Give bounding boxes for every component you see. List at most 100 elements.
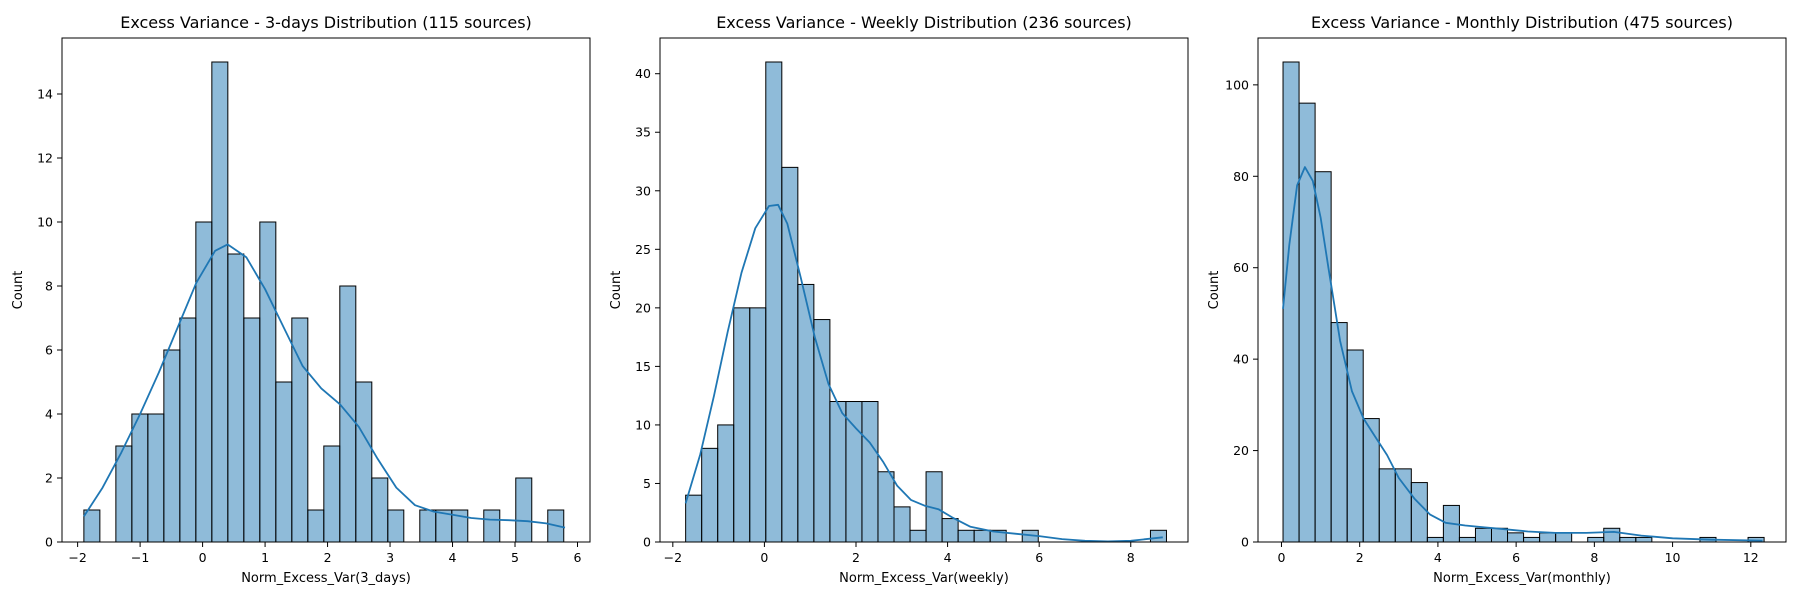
histogram-bar bbox=[877, 471, 895, 543]
histogram-bar bbox=[355, 381, 373, 543]
histogram-bar bbox=[781, 166, 799, 543]
histogram-bar bbox=[275, 381, 293, 543]
histogram-bar bbox=[749, 307, 767, 543]
histogram-bar bbox=[1149, 529, 1167, 543]
histogram-bar bbox=[941, 518, 959, 543]
x-tick-label: 4 bbox=[1434, 550, 1442, 565]
y-tick-label: 40 bbox=[1233, 352, 1249, 367]
y-tick-label: 10 bbox=[635, 417, 651, 432]
x-tick-label: 2 bbox=[852, 550, 860, 565]
x-tick-label: 8 bbox=[1127, 550, 1135, 565]
y-axis-label: Count bbox=[11, 271, 26, 310]
histogram-bar bbox=[83, 509, 101, 543]
histogram-bar bbox=[387, 509, 405, 543]
y-tick-label: 0 bbox=[1241, 535, 1249, 550]
y-axis-label: Count bbox=[1207, 271, 1222, 310]
histogram-bar bbox=[973, 529, 991, 543]
histogram-bar bbox=[1426, 536, 1444, 543]
histogram-bar bbox=[1603, 527, 1621, 543]
x-tick-label: 6 bbox=[574, 550, 582, 565]
x-tick-label: −2 bbox=[664, 550, 682, 565]
y-tick-label: 30 bbox=[635, 183, 651, 198]
x-tick-label: 6 bbox=[1035, 550, 1043, 565]
histogram-bar bbox=[291, 317, 309, 543]
histogram-bar bbox=[371, 477, 389, 543]
histogram-bar bbox=[1474, 527, 1492, 543]
chart-3: 0 2 4 6 8 10 12 0 20 40 60 80 100 Excess Variance - M… bbox=[1207, 13, 1787, 586]
x-tick-label: 5 bbox=[511, 550, 519, 565]
histogram-bar bbox=[1394, 468, 1412, 543]
histogram-bar bbox=[1635, 536, 1653, 543]
histogram-bar bbox=[323, 445, 341, 543]
histogram-bar bbox=[1539, 532, 1557, 543]
x-tick-label: 0 bbox=[199, 550, 207, 565]
kde-line bbox=[1282, 166, 1763, 542]
histogram-bar bbox=[1314, 171, 1332, 543]
y-tick-label: 80 bbox=[1233, 169, 1249, 184]
histogram-bar bbox=[1410, 482, 1428, 543]
histogram-bar bbox=[909, 529, 927, 543]
y-tick-label: 5 bbox=[643, 476, 651, 491]
histogram-bar bbox=[1507, 532, 1525, 543]
histogram-bar bbox=[131, 413, 149, 543]
y-tick-label: 60 bbox=[1233, 260, 1249, 275]
x-tick-label: 6 bbox=[1512, 550, 1520, 565]
plot-frame bbox=[61, 37, 591, 543]
histogram-bar bbox=[1458, 536, 1476, 543]
plot-frame bbox=[659, 37, 1189, 543]
histogram-bar bbox=[147, 413, 165, 543]
y-tick-label: 14 bbox=[37, 87, 53, 102]
histogram-bar bbox=[701, 447, 719, 543]
histogram-bar bbox=[1587, 536, 1605, 543]
x-axis-label: Norm_Excess_Var(monthly) bbox=[1433, 571, 1611, 586]
histogram-bar bbox=[1362, 418, 1380, 543]
x-tick-label: 4 bbox=[449, 550, 457, 565]
y-tick-label: 0 bbox=[45, 535, 53, 550]
x-tick-label: 0 bbox=[760, 550, 768, 565]
histogram-bar bbox=[829, 401, 847, 543]
y-tick-label: 40 bbox=[635, 66, 651, 81]
x-tick-label: 4 bbox=[944, 550, 952, 565]
histogram-bar bbox=[1523, 536, 1541, 543]
y-tick-label: 10 bbox=[37, 215, 53, 230]
y-tick-label: 12 bbox=[37, 151, 53, 166]
y-tick-label: 8 bbox=[45, 279, 53, 294]
chart-title: Excess Variance - Weekly Distribution (2… bbox=[716, 13, 1132, 32]
y-tick-label: 6 bbox=[45, 343, 53, 358]
y-tick-label: 4 bbox=[45, 407, 53, 422]
x-tick-label: 2 bbox=[1356, 550, 1364, 565]
histogram-bar bbox=[893, 506, 911, 543]
x-axis-label: Norm_Excess_Var(weekly) bbox=[839, 571, 1009, 586]
histogram-bar bbox=[115, 445, 133, 543]
histogram-bar bbox=[685, 494, 703, 543]
histogram-bar bbox=[813, 319, 831, 543]
histogram-bar bbox=[211, 61, 229, 543]
x-tick-label: 8 bbox=[1590, 550, 1598, 565]
histogram-bar bbox=[1490, 527, 1509, 543]
histogram-bar bbox=[243, 317, 261, 543]
histogram-bar bbox=[765, 61, 783, 543]
histogram-bar bbox=[1619, 536, 1637, 543]
x-tick-label: 1 bbox=[261, 550, 269, 565]
kde-line bbox=[83, 243, 566, 529]
y-tick-label: 20 bbox=[1233, 443, 1249, 458]
chart-2: −2 0 2 4 6 8 0 5 10 15 20 25 30 35 40 Excess Variance -… bbox=[609, 13, 1189, 586]
y-tick-label: 35 bbox=[635, 125, 651, 140]
chart-title: Excess Variance - Monthly Distribution (… bbox=[1311, 13, 1733, 32]
histogram-bar bbox=[957, 529, 975, 543]
histogram-bar bbox=[1330, 322, 1348, 543]
chart-title: Excess Variance - 3-days Distribution (1… bbox=[120, 13, 532, 32]
y-tick-label: 25 bbox=[635, 242, 651, 257]
kde-line bbox=[684, 203, 1163, 543]
histogram-bar bbox=[515, 477, 533, 543]
histogram-bar bbox=[861, 401, 879, 543]
histogram-bar bbox=[1282, 61, 1300, 543]
histogram-bar bbox=[483, 509, 501, 543]
x-tick-label: 10 bbox=[1665, 550, 1681, 565]
histogram-bar bbox=[1298, 102, 1316, 543]
histogram-bar bbox=[1378, 468, 1396, 543]
x-tick-label: −2 bbox=[68, 550, 86, 565]
y-tick-label: 100 bbox=[1225, 77, 1249, 92]
histogram-bar bbox=[717, 424, 735, 543]
